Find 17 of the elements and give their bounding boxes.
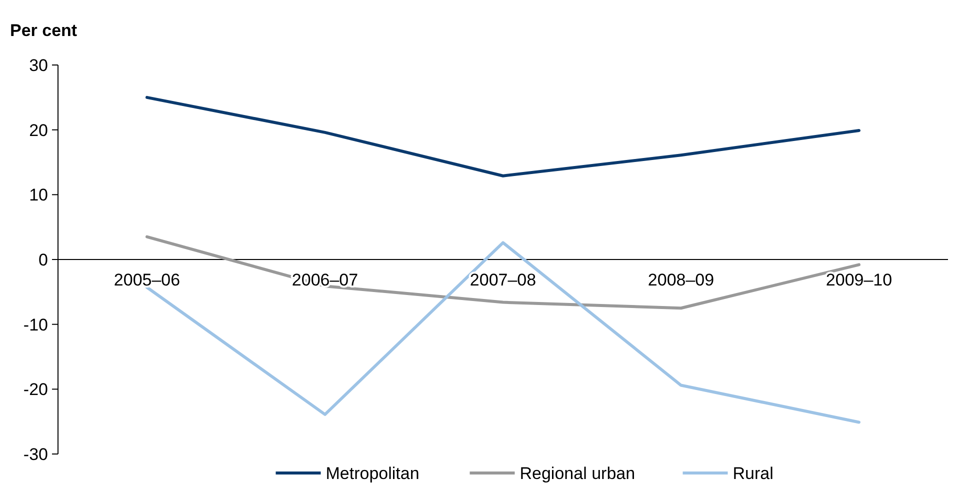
y-tick-label: -20 [23, 380, 48, 400]
y-tick-label: -30 [23, 444, 48, 464]
x-tick-label: 2009–10 [826, 270, 892, 290]
y-tick-label: -10 [23, 315, 48, 334]
legend-label: Metropolitan [326, 464, 420, 483]
y-tick-label: 0 [38, 250, 48, 270]
legend-label: Rural [732, 464, 774, 483]
x-tick-label: 2007–08 [470, 270, 536, 290]
y-tick-label: 30 [29, 56, 48, 75]
x-tick-label: 2005–06 [114, 270, 180, 290]
legend-label: Regional urban [520, 464, 636, 483]
x-tick-label: 2006–07 [292, 270, 358, 290]
y-axis-title: Per cent [10, 21, 78, 40]
x-tick-label: 2008–09 [648, 270, 714, 290]
line-series [146, 96, 860, 178]
y-tick-label: 20 [29, 120, 48, 140]
y-tick-label: 10 [29, 186, 48, 205]
